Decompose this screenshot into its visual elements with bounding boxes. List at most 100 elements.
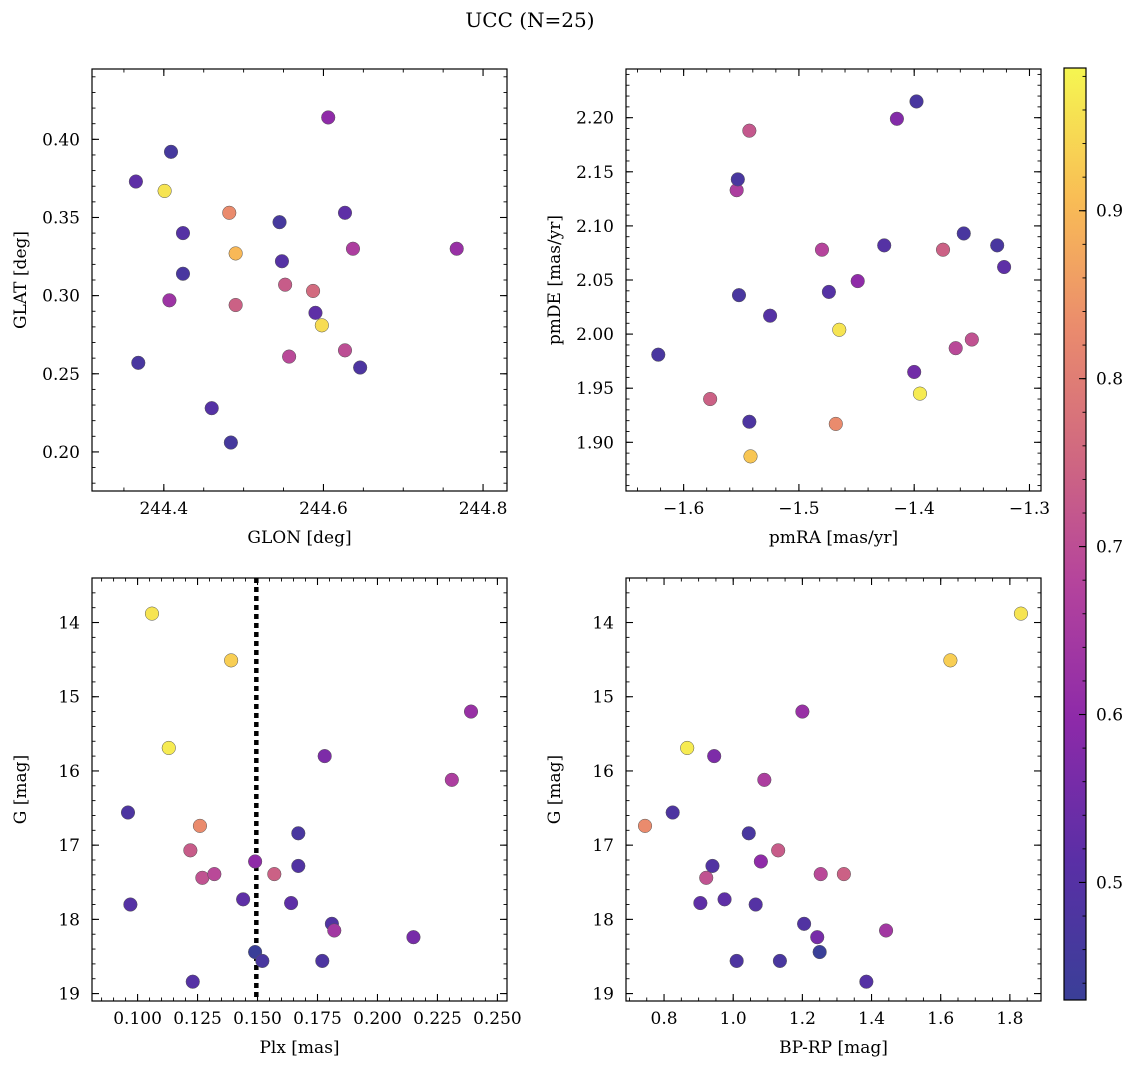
scatter-point (444, 772, 459, 787)
scatter-point (228, 246, 243, 261)
x-tick-label: 0.150 (233, 1009, 282, 1029)
panel-bottom-right: 0.8 1.0 1.2 1.4 1.6 1.8 14 15 16 17 18 19 BP-RP [mag… (545, 577, 1042, 1058)
scatter-point (990, 238, 1005, 253)
y-tick-label: 0.20 (42, 443, 80, 463)
x-tick-label: −1.5 (778, 499, 819, 519)
scatter-point (162, 293, 177, 308)
scatter-point (810, 930, 825, 945)
scatter-point (314, 318, 329, 333)
y-tick-label: 2.20 (576, 109, 614, 129)
y-axis-label: pmDE [mas/yr] (545, 215, 565, 345)
scatter-point (449, 241, 464, 256)
scatter-point (337, 205, 353, 220)
figure-title: UCC (N=25) (465, 8, 594, 32)
axes-frame (625, 68, 1042, 492)
y-tick-label: 0.25 (42, 365, 80, 385)
x-tick-label: 1.8 (996, 1009, 1023, 1029)
x-tick-label: 0.8 (651, 1009, 678, 1029)
scatter-point (743, 449, 758, 464)
y-tick-label: 19 (58, 985, 80, 1005)
scatter-point (192, 818, 207, 833)
scatter-point (291, 858, 306, 873)
scatter-point (236, 892, 251, 907)
scatter-point (183, 843, 198, 858)
scatter-point (291, 826, 306, 841)
scatter-point (637, 818, 653, 833)
scatter-point (795, 704, 810, 719)
x-axis-label: BP-RP [mag] (779, 1038, 888, 1058)
x-tick-label: 0.100 (113, 1009, 162, 1029)
scatter-point (204, 401, 219, 416)
y-tick-label: 17 (58, 836, 80, 856)
scatter-point (223, 435, 238, 450)
axes-frame (91, 68, 508, 492)
scatter-point (877, 238, 892, 253)
y-tick-label: 18 (592, 910, 614, 930)
colorbar-frame (1063, 67, 1087, 1001)
colorbar-tick-label: 0.5 (1096, 873, 1123, 893)
scatter-point (879, 923, 894, 938)
y-tick-label: 2.05 (576, 271, 614, 291)
x-tick-label: 244.4 (139, 499, 188, 519)
scatter-point (859, 974, 874, 989)
scatter-point (272, 215, 287, 230)
y-tick-label: 14 (58, 614, 80, 634)
y-axis-label: G [mag] (545, 755, 565, 824)
y-tick-label: 2.10 (576, 217, 614, 237)
scatter-point (267, 867, 282, 882)
scatter-point (832, 322, 847, 337)
colorbar-tick-label: 0.6 (1096, 706, 1123, 726)
scatter-point (185, 974, 200, 989)
scatter-point (813, 867, 828, 882)
scatter-point (222, 205, 237, 220)
y-tick-label: 1.95 (576, 379, 614, 399)
scatter-point (1013, 606, 1028, 621)
scatter-point (997, 259, 1012, 275)
scatter-point (665, 805, 680, 820)
y-tick-label: 0.30 (42, 287, 80, 307)
scatter-point (161, 740, 176, 755)
axes-frame (625, 577, 1042, 1002)
scatter-point (943, 653, 958, 668)
scatter-point (248, 854, 263, 869)
scatter-point (703, 391, 718, 407)
x-tick-label: 244.8 (459, 499, 508, 519)
scatter-point (699, 870, 714, 885)
scatter-point (131, 355, 146, 370)
scatter-point (763, 308, 778, 323)
scatter-point (907, 364, 922, 380)
y-axis-label: G [mag] (11, 755, 31, 824)
y-tick-label: 15 (58, 688, 80, 708)
x-axis-label: Plx [mas] (259, 1038, 339, 1058)
scatter-point (730, 172, 745, 187)
y-tick-label: 14 (592, 614, 614, 634)
scatter-point (742, 414, 757, 429)
scatter-point (948, 341, 963, 356)
scatter-point (717, 892, 732, 907)
colorbar-gradient (1064, 68, 1086, 1000)
y-tick-label: 15 (592, 688, 614, 708)
x-tick-label: 0.250 (473, 1009, 522, 1029)
scatter-point (964, 332, 979, 347)
scatter-point (224, 653, 239, 668)
scatter-point (282, 349, 297, 364)
scatter-point (308, 305, 323, 320)
scatter-point (278, 277, 293, 292)
y-tick-label: 17 (592, 836, 614, 856)
scatter-point (812, 944, 827, 960)
scatter-point (157, 183, 172, 198)
colorbar: 0.5 0.6 0.7 0.8 0.9 (1063, 67, 1123, 1001)
scatter-point (163, 144, 179, 159)
x-tick-label: 0.200 (353, 1009, 402, 1029)
scatter-point (731, 288, 747, 303)
scatter-point (814, 242, 830, 257)
scatter-point (705, 858, 720, 873)
x-tick-label: 0.125 (173, 1009, 222, 1029)
scatter-point (463, 704, 479, 719)
scatter-point (345, 241, 361, 256)
scatter-point (327, 923, 342, 938)
x-axis-label: GLON [deg] (247, 528, 351, 548)
scatter-point (912, 386, 928, 401)
x-tick-label: −1.4 (894, 499, 935, 519)
